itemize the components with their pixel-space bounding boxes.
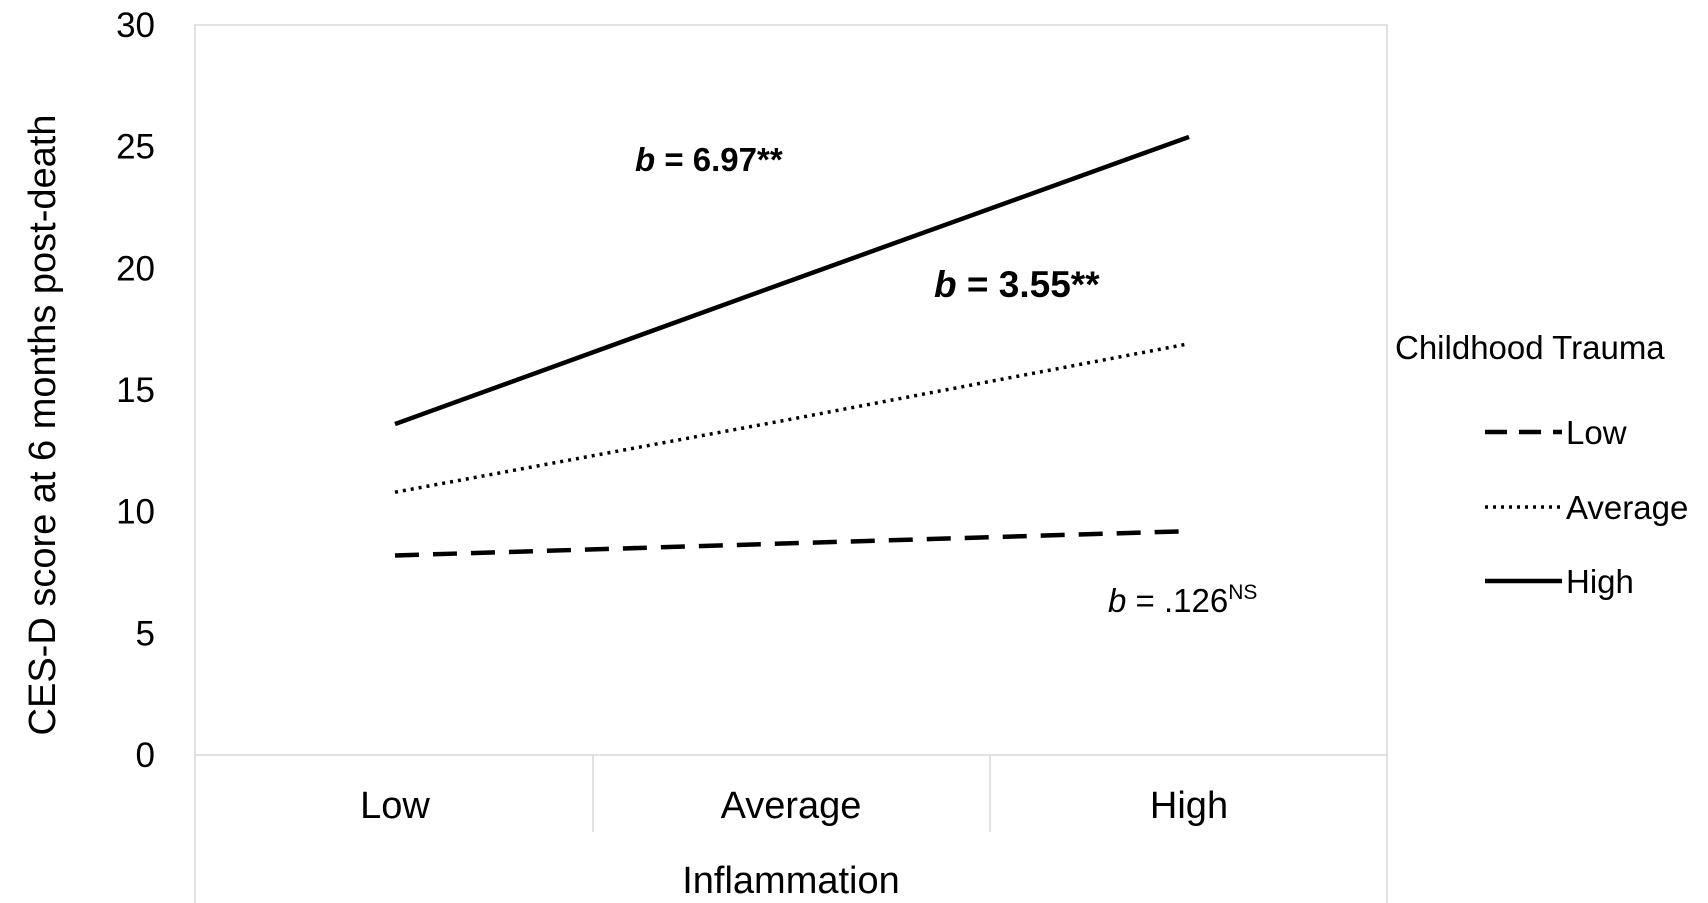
series-lines xyxy=(394,134,1190,558)
x-axis-categories: Low Average High xyxy=(360,785,1228,827)
plot-area xyxy=(194,24,1388,756)
legend-label-high: High xyxy=(1566,563,1634,600)
y-tick-label: 30 xyxy=(116,6,155,45)
x-category-label: High xyxy=(1150,785,1228,827)
y-tick-label: 10 xyxy=(116,493,155,532)
y-tick-label: 15 xyxy=(116,371,155,410)
legend-title: Childhood Trauma xyxy=(1395,329,1665,366)
y-axis-title: CES-D score at 6 months post-death xyxy=(22,115,64,736)
y-axis-ticks: 0 5 10 15 20 25 30 xyxy=(116,6,155,775)
legend: Low Average High xyxy=(1485,414,1688,600)
y-tick-label: 0 xyxy=(136,736,155,775)
y-tick-label: 20 xyxy=(116,249,155,288)
series-line-low xyxy=(394,528,1190,558)
x-axis-title: Inflammation xyxy=(682,860,900,902)
y-tick-label: 5 xyxy=(136,614,155,653)
x-category-label: Low xyxy=(360,785,430,827)
annotation-low-slope: b = .126NS xyxy=(1108,581,1257,619)
x-category-label: Average xyxy=(721,785,862,827)
legend-label-average: Average xyxy=(1566,489,1688,526)
series-line-high xyxy=(394,134,1190,427)
series-line-average xyxy=(394,342,1190,494)
y-tick-label: 25 xyxy=(116,128,155,167)
annotation-high-slope: b = 6.97** xyxy=(635,141,783,178)
annotation-average-slope: b = 3.55** xyxy=(934,264,1100,305)
legend-label-low: Low xyxy=(1566,414,1627,451)
